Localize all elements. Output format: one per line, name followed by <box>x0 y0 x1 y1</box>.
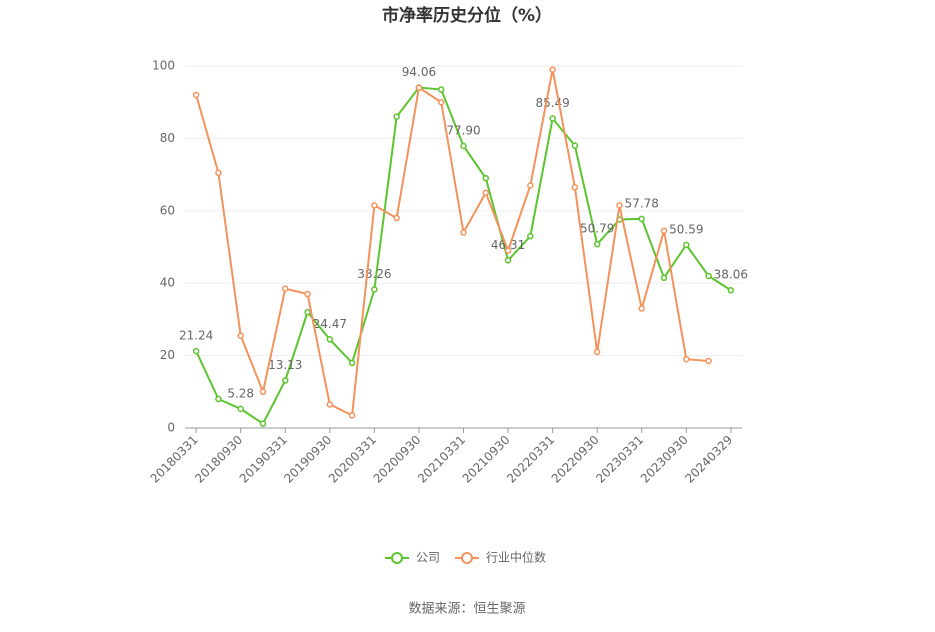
legend-item: 公司 <box>385 551 440 565</box>
data-point <box>460 142 467 150</box>
y-tick-label: 0 <box>167 421 175 435</box>
legend-marker <box>461 552 473 564</box>
y-tick-label: 80 <box>160 131 175 145</box>
data-point <box>705 357 712 365</box>
data-label: 77.90 <box>446 124 480 138</box>
data-point <box>527 232 534 240</box>
data-point <box>571 184 579 191</box>
data-point <box>348 359 356 367</box>
data-point <box>371 286 378 293</box>
data-point <box>192 347 200 355</box>
data-point <box>237 332 244 339</box>
data-label: 24.47 <box>313 317 347 331</box>
data-point <box>660 274 668 282</box>
data-point <box>593 348 601 356</box>
data-label: 85.49 <box>535 96 569 110</box>
data-point <box>437 98 445 106</box>
source-note: 数据来源：恒生聚源 <box>408 602 525 617</box>
x-tick-label: 20240329 <box>682 433 735 486</box>
y-tick-label: 60 <box>160 203 175 217</box>
legend-marker <box>391 552 403 564</box>
data-point <box>371 202 378 209</box>
data-point <box>638 215 645 223</box>
y-tick-label: 40 <box>160 276 175 290</box>
data-point <box>348 412 356 419</box>
data-point <box>482 174 490 182</box>
data-label: 50.79 <box>580 222 614 236</box>
legend-item: 行业中位数 <box>455 550 546 565</box>
data-point <box>527 182 534 189</box>
data-point <box>393 113 400 120</box>
data-point <box>282 377 289 384</box>
data-point <box>326 336 334 343</box>
data-point <box>549 66 556 73</box>
data-label: 94.06 <box>402 65 436 79</box>
data-point <box>437 86 445 93</box>
chart-title: 市净率历史分位（%） <box>382 5 552 26</box>
data-point <box>482 189 490 196</box>
data-point <box>504 247 512 254</box>
data-point <box>638 305 645 312</box>
data-point <box>683 355 690 363</box>
data-point <box>571 142 579 149</box>
data-point <box>192 91 200 99</box>
data-point <box>660 227 668 234</box>
data-point <box>282 285 289 292</box>
data-point <box>504 257 512 264</box>
data-point <box>549 115 556 122</box>
data-point <box>304 308 311 316</box>
data-point <box>215 395 222 403</box>
data-label: 38.26 <box>357 267 391 281</box>
y-tick-label: 100 <box>152 59 175 73</box>
data-point <box>237 405 244 413</box>
data-label: 57.78 <box>625 196 659 210</box>
data-point <box>727 286 735 294</box>
data-label: 5.28 <box>227 386 254 400</box>
data-label: 13.13 <box>268 358 302 372</box>
data-point <box>460 229 467 236</box>
series-line <box>195 69 709 417</box>
data-point <box>415 84 423 91</box>
data-point <box>705 272 712 280</box>
data-point <box>326 401 334 408</box>
y-tick-label: 20 <box>160 348 175 362</box>
data-point <box>259 420 267 427</box>
data-point <box>616 202 623 209</box>
legend-label: 行业中位数 <box>486 550 546 565</box>
data-label: 38.06 <box>714 268 748 282</box>
data-point <box>683 241 690 249</box>
data-label: 50.59 <box>669 222 703 236</box>
legend-label: 公司 <box>416 551 440 565</box>
data-label: 21.24 <box>179 329 213 343</box>
data-point <box>393 214 400 222</box>
data-label: 46.31 <box>491 238 525 252</box>
data-point <box>215 169 222 177</box>
data-point <box>259 388 267 396</box>
data-point <box>593 240 601 248</box>
data-point <box>304 290 311 298</box>
